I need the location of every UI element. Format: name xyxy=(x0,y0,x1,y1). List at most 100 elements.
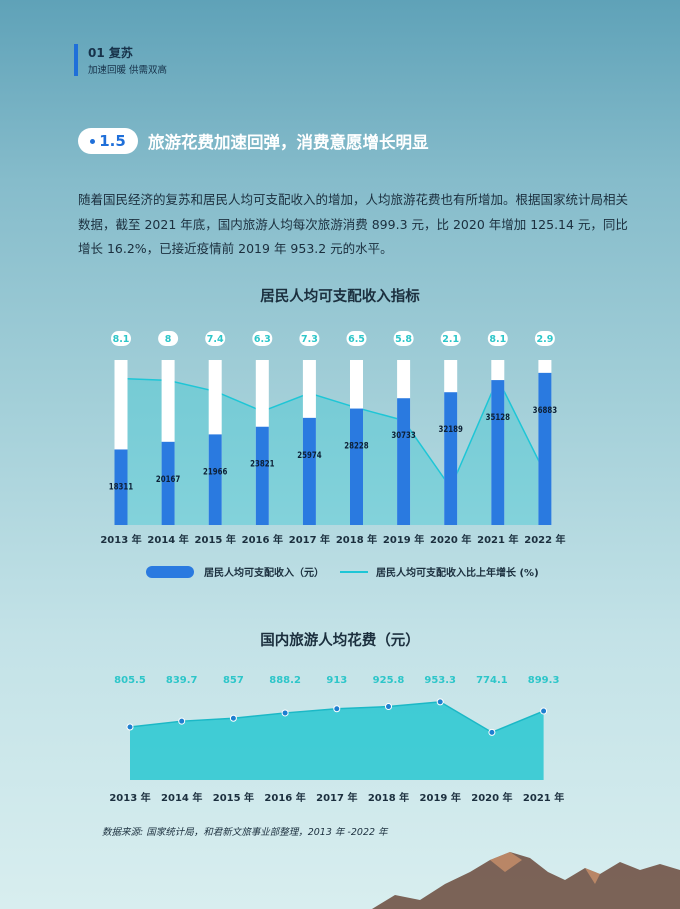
data-source-note: 数据来源: 国家统计局，和君新文旅事业部整理，2013 年 -2022 年 xyxy=(102,827,388,838)
growth-badge xyxy=(158,331,179,346)
section-accent-bar xyxy=(74,44,78,76)
income-bar xyxy=(208,434,222,525)
section-number: 1.5 xyxy=(99,132,126,150)
section-title: 01 复苏 xyxy=(88,46,133,60)
spend-value-label: 888.2 xyxy=(269,675,301,686)
chart1-legend: 居民人均可支配收入（元） 居民人均可支配收入比上年增长 (%) xyxy=(146,566,539,579)
income-value-label: 30733 xyxy=(391,430,415,440)
chart2-title: 国内旅游人均花费（元） xyxy=(260,633,420,649)
growth-value-label: 8 xyxy=(165,334,172,345)
income-value-label: 35128 xyxy=(486,412,511,422)
bullet-dot-icon xyxy=(90,138,96,144)
growth-value-label: 5.8 xyxy=(395,334,412,345)
income-bar xyxy=(397,398,411,525)
spend-point xyxy=(436,698,444,706)
income-value-label: 23821 xyxy=(250,459,275,469)
growth-value-label: 7.4 xyxy=(207,334,224,345)
growth-value-label: 8.1 xyxy=(489,334,506,345)
legend-line-label: 居民人均可支配收入比上年增长 (%) xyxy=(376,566,539,579)
growth-value-label: 7.3 xyxy=(301,334,318,345)
income-value-label: 25974 xyxy=(297,450,322,460)
income-value-label: 28228 xyxy=(344,441,369,451)
growth-value-label: 8.1 xyxy=(113,334,130,345)
spend-value-label: 805.5 xyxy=(114,675,146,686)
growth-badge xyxy=(346,331,367,346)
x-tick-label: 2021 年 xyxy=(477,533,518,546)
income-value-label: 36883 xyxy=(533,405,557,415)
growth-badge xyxy=(205,331,226,346)
travel-spend-chart: 805.5 2013 年 839.7 2014 年 857 2015 年 888.2 2016… xyxy=(109,675,564,804)
x-tick-label: 2018 年 xyxy=(368,791,409,804)
x-tick-label: 2015 年 xyxy=(213,791,254,804)
income-bar xyxy=(114,449,128,525)
growth-value-label: 6.5 xyxy=(348,334,365,345)
income-value-label: 20167 xyxy=(156,474,180,484)
x-tick-label: 2015 年 xyxy=(195,533,236,546)
growth-value-label: 6.3 xyxy=(254,334,271,345)
income-value-label: 32189 xyxy=(438,424,463,434)
spend-value-label: 913 xyxy=(326,675,347,686)
income-bar xyxy=(444,392,458,525)
x-tick-label: 2019 年 xyxy=(383,533,424,546)
spend-point xyxy=(229,714,237,722)
x-tick-label: 2020 年 xyxy=(430,533,471,546)
growth-badge xyxy=(393,331,414,346)
income-value-label: 18311 xyxy=(109,482,134,492)
growth-value-label: 2.1 xyxy=(442,334,459,345)
legend-bar-label: 居民人均可支配收入（元） xyxy=(204,566,324,579)
growth-line xyxy=(120,376,546,490)
spend-point xyxy=(333,705,341,713)
spend-point xyxy=(488,728,496,736)
growth-badge xyxy=(299,331,320,346)
spend-value-label: 857 xyxy=(223,675,244,686)
legend-bar-swatch xyxy=(146,566,194,578)
spend-point xyxy=(540,707,548,715)
x-tick-label: 2018 年 xyxy=(336,533,377,546)
x-tick-label: 2016 年 xyxy=(264,791,305,804)
income-bar xyxy=(491,380,505,525)
x-tick-label: 2014 年 xyxy=(147,533,188,546)
x-tick-label: 2013 年 xyxy=(109,791,150,804)
income-bar xyxy=(538,372,552,525)
section-heading: 旅游花费加速回弹，消费意愿增长明显 xyxy=(148,133,429,152)
growth-value-label: 2.9 xyxy=(536,334,553,345)
growth-badge xyxy=(111,331,131,346)
growth-badge xyxy=(534,331,555,346)
spend-value-label: 925.8 xyxy=(373,675,405,686)
mountain-highlight xyxy=(490,852,600,884)
spend-point xyxy=(126,723,134,731)
spend-value-label: 899.3 xyxy=(528,675,560,686)
section-subtitle: 加速回暖 供需双高 xyxy=(88,65,168,76)
income-chart: 18311 8.1 2013 年 20167 8 2014 年 21966 7.4 2015 年… xyxy=(100,331,566,546)
chart1-title: 居民人均可支配收入指标 xyxy=(260,289,420,305)
spend-point xyxy=(178,717,186,725)
income-value-label: 21966 xyxy=(203,467,228,477)
x-tick-label: 2017 年 xyxy=(289,533,330,546)
spend-value-label: 953.3 xyxy=(424,675,456,686)
spend-area xyxy=(130,701,544,780)
spend-point xyxy=(385,703,392,711)
mountain-illustration xyxy=(372,852,680,909)
x-tick-label: 2020 年 xyxy=(471,791,512,804)
income-bar xyxy=(302,417,316,525)
x-tick-label: 2013 年 xyxy=(100,533,141,546)
x-tick-label: 2022 年 xyxy=(524,533,565,546)
growth-badge xyxy=(252,331,273,346)
growth-badge xyxy=(440,331,461,346)
income-bar xyxy=(255,426,269,525)
body-paragraph: 随着国民经济的复苏和居民人均可支配收入的增加，人均旅游花费也有所增加。根据国家统… xyxy=(78,192,629,256)
income-bar xyxy=(350,408,363,525)
x-tick-label: 2017 年 xyxy=(316,791,357,804)
income-bar xyxy=(161,441,175,525)
spend-value-label: 839.7 xyxy=(166,675,198,686)
growth-area xyxy=(121,378,545,525)
section-number-pill: 1.5 xyxy=(78,128,138,154)
growth-badge xyxy=(487,331,508,346)
spend-value-label: 774.1 xyxy=(476,675,508,686)
x-tick-label: 2014 年 xyxy=(161,791,202,804)
x-tick-label: 2016 年 xyxy=(242,533,283,546)
x-tick-label: 2019 年 xyxy=(420,791,461,804)
spend-point xyxy=(281,709,289,717)
x-tick-label: 2021 年 xyxy=(523,791,564,804)
